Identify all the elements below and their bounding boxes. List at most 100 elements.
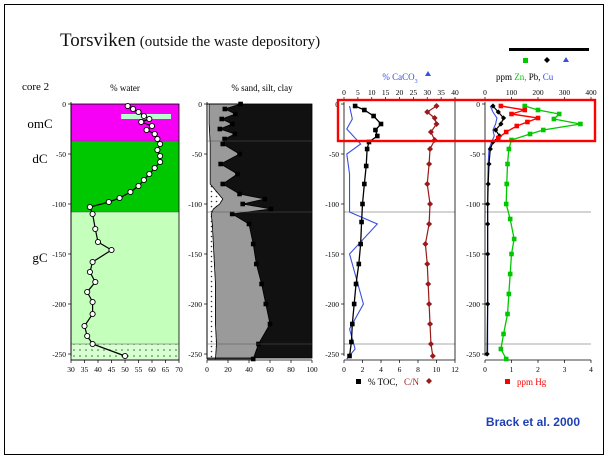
- toc-x-tick-label-top: 15: [382, 88, 390, 97]
- toc-x-tick-label: 2: [361, 365, 365, 374]
- metals-x-tick-label-top: 200: [532, 88, 544, 97]
- toc-point: [362, 181, 367, 187]
- toc-point: [360, 201, 365, 207]
- water-point: [89, 340, 96, 348]
- toc-point: [371, 113, 376, 119]
- toc-point: [353, 281, 359, 287]
- metals-x-tick-label: 1: [510, 365, 514, 374]
- hg-legend-marker: [505, 379, 510, 384]
- water-point: [89, 210, 96, 218]
- zone-fill-base: [71, 344, 179, 359]
- cn-point: [424, 181, 431, 187]
- metals-title-part-2: Pb,: [529, 72, 543, 82]
- grain-y-tick-label: 0: [198, 100, 202, 109]
- silt-point: [219, 116, 224, 122]
- pb-point: [485, 201, 491, 207]
- water-point: [81, 322, 88, 330]
- grain-y-tick-label: -50: [192, 150, 202, 159]
- water-point: [121, 352, 129, 360]
- metals-x-tick-label: 0: [483, 365, 487, 374]
- water-point: [151, 130, 158, 138]
- metals-title: ppm Zn, Pb, Cu: [496, 72, 554, 82]
- silt-point: [237, 191, 242, 197]
- grain-y-tick-label: -250: [188, 350, 202, 359]
- silt-point: [259, 281, 264, 287]
- zone-fill-omC: [71, 104, 179, 141]
- toc-x-tick-label: 8: [416, 365, 420, 374]
- metals-x-tick-label: 3: [563, 365, 567, 374]
- toc-y-tick-label: -250: [325, 350, 339, 359]
- silt-point: [250, 241, 256, 247]
- water-point: [157, 158, 164, 166]
- silt-point: [263, 301, 269, 307]
- zn-point: [506, 146, 512, 152]
- water-point: [84, 332, 91, 340]
- pb-point: [498, 121, 504, 127]
- zn-point: [541, 127, 546, 133]
- metals-y-tick-label: -50: [470, 150, 480, 159]
- toc-point: [358, 241, 363, 247]
- toc-x-tick-label-top: 0: [342, 88, 346, 97]
- toc-y-tick-label: -50: [329, 150, 339, 159]
- silt-point: [262, 196, 268, 202]
- cn-point: [427, 146, 434, 152]
- sand-area: [206, 103, 224, 360]
- pb-point: [487, 146, 493, 152]
- toc-x-tick-label: 4: [379, 365, 383, 374]
- water-point: [105, 198, 112, 206]
- toc-point: [363, 163, 369, 169]
- water-point: [151, 164, 158, 172]
- toc-x-tick-label-top: 30: [424, 88, 432, 97]
- metals-y-tick-label: -150: [466, 250, 480, 259]
- cn-point: [427, 321, 434, 327]
- cn-point: [429, 353, 436, 359]
- water-x-tick-label: 35: [81, 365, 89, 374]
- water-y-tick-label: -250: [52, 350, 66, 359]
- core-label: core 2: [22, 81, 49, 93]
- silt-point: [237, 151, 242, 157]
- water-point: [89, 258, 96, 266]
- toc-line: [348, 105, 382, 357]
- title-rule: [509, 48, 589, 51]
- water-x-tick-label: 50: [121, 365, 129, 374]
- cn-point: [424, 261, 431, 267]
- water-y-tick-label: -50: [56, 150, 66, 159]
- cn-point: [426, 301, 433, 307]
- pb-point: [485, 181, 491, 187]
- citation: Brack et al. 2000: [485, 415, 580, 429]
- zn-point: [507, 271, 513, 277]
- zn-point: [535, 107, 541, 113]
- toc-x-tick-label-top: 35: [437, 88, 445, 97]
- toc-point: [364, 146, 370, 152]
- slide-title: Torsviken (outside the waste depository): [60, 30, 320, 52]
- cn-point: [433, 121, 440, 127]
- zone-fill-gC: [71, 212, 179, 344]
- metals-x-tick-label-top: 0: [483, 88, 487, 97]
- metals-x-tick-label-top: 100: [506, 88, 518, 97]
- water-point: [92, 278, 99, 286]
- water-point: [138, 118, 145, 126]
- metals-y-tick-label: -100: [466, 200, 480, 209]
- zn-point: [522, 103, 528, 109]
- toc-x-tick-label: 0: [342, 365, 346, 374]
- toc-x-tick-label-top: 5: [356, 88, 360, 97]
- zn-point: [578, 121, 583, 127]
- toc-x-tick-label-top: 25: [410, 88, 418, 97]
- zn-point: [506, 291, 512, 297]
- grain-x-tick-label: 60: [266, 365, 274, 374]
- hg-point: [503, 129, 509, 135]
- metals-title-part-1: Zn,: [514, 72, 529, 82]
- water-point: [130, 105, 137, 113]
- silt-point: [240, 201, 245, 207]
- pb-point: [493, 127, 499, 133]
- grain-x-tick-label: 0: [205, 365, 209, 374]
- water-x-tick-label: 65: [162, 365, 170, 374]
- hg-point: [522, 107, 528, 113]
- water-x-tick-label: 55: [135, 365, 143, 374]
- zone-fill-dC: [71, 141, 179, 212]
- title-sub: (outside the waste depository): [139, 34, 321, 50]
- water-point: [89, 310, 96, 318]
- zn-point: [527, 131, 533, 137]
- water-x-tick-label: 60: [148, 365, 156, 374]
- pb-point: [500, 115, 507, 121]
